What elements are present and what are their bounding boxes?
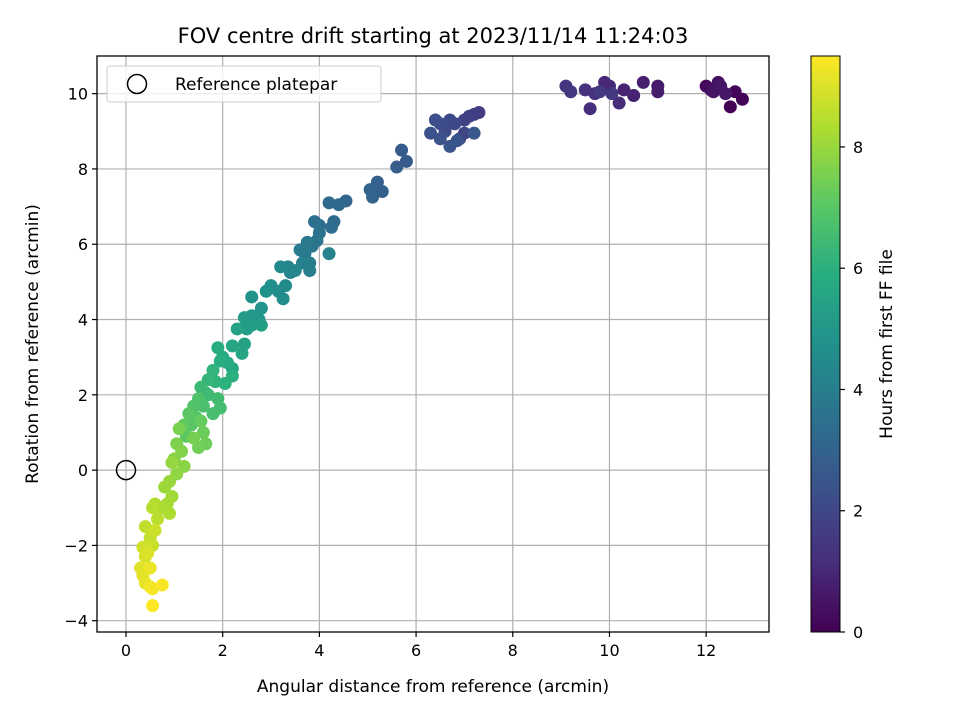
data-point bbox=[612, 96, 626, 110]
data-point bbox=[196, 425, 210, 439]
data-points bbox=[134, 75, 749, 613]
data-point bbox=[146, 599, 160, 613]
data-point bbox=[399, 154, 413, 168]
data-point bbox=[617, 83, 631, 97]
data-point bbox=[467, 126, 481, 140]
colorbar: 0 2 4 6 8 Hours from first FF file bbox=[810, 55, 897, 642]
y-tick-label: 6 bbox=[78, 235, 88, 254]
data-point bbox=[230, 322, 244, 336]
y-tick-label: 4 bbox=[78, 311, 88, 330]
data-point bbox=[718, 87, 732, 101]
data-point bbox=[583, 102, 597, 116]
colorbar-tick-label: 2 bbox=[853, 502, 863, 521]
data-point bbox=[143, 561, 157, 575]
data-point bbox=[225, 339, 239, 353]
data-point bbox=[155, 578, 169, 592]
data-point bbox=[322, 247, 336, 261]
data-point bbox=[322, 196, 336, 210]
data-point bbox=[723, 100, 737, 114]
colorbar-ticks: 0 2 4 6 8 bbox=[840, 138, 863, 642]
reference-layer bbox=[115, 459, 137, 481]
data-point bbox=[390, 160, 404, 174]
data-point bbox=[395, 143, 409, 157]
data-point bbox=[593, 85, 607, 99]
x-tick-label: 2 bbox=[218, 641, 228, 660]
data-point bbox=[259, 284, 273, 298]
plot-frame bbox=[96, 55, 770, 633]
x-axis-ticks: 0 2 4 6 8 10 12 bbox=[121, 632, 716, 660]
y-tick-label: 0 bbox=[78, 461, 88, 480]
data-point bbox=[332, 198, 346, 212]
data-point bbox=[211, 341, 225, 355]
data-point bbox=[148, 523, 162, 537]
reference-marker bbox=[115, 459, 137, 481]
colorbar-label: Hours from first FF file bbox=[877, 249, 897, 439]
data-point bbox=[375, 185, 389, 199]
data-point bbox=[245, 290, 259, 304]
data-point bbox=[187, 431, 201, 445]
data-point bbox=[308, 215, 322, 229]
data-point bbox=[433, 132, 447, 146]
data-point bbox=[213, 354, 227, 368]
data-point bbox=[146, 501, 160, 515]
data-point bbox=[182, 407, 196, 421]
x-tick-label: 10 bbox=[599, 641, 619, 660]
data-point bbox=[288, 264, 302, 278]
data-point bbox=[276, 292, 290, 306]
y-axis-label: Rotation from reference (arcmin) bbox=[23, 204, 43, 484]
data-point bbox=[293, 243, 307, 257]
data-point bbox=[636, 75, 650, 89]
data-point bbox=[728, 85, 742, 99]
data-point bbox=[424, 126, 438, 140]
data-point bbox=[428, 113, 442, 127]
data-point bbox=[450, 134, 464, 148]
legend-box bbox=[106, 65, 382, 103]
data-point bbox=[150, 512, 164, 526]
data-point bbox=[324, 220, 338, 234]
y-tick-label: −2 bbox=[64, 536, 88, 555]
legend-marker bbox=[126, 73, 148, 95]
data-point bbox=[194, 414, 208, 428]
grid bbox=[97, 56, 769, 632]
legend: Reference platepar bbox=[106, 65, 382, 103]
x-axis-label: Angular distance from reference (arcmin) bbox=[257, 677, 609, 697]
x-tick-label: 8 bbox=[508, 641, 518, 660]
legend-label: Reference platepar bbox=[175, 75, 337, 95]
x-tick-label: 6 bbox=[411, 641, 421, 660]
data-point bbox=[274, 260, 288, 274]
x-tick-label: 12 bbox=[696, 641, 716, 660]
y-tick-label: 10 bbox=[68, 85, 88, 104]
data-point bbox=[218, 377, 232, 391]
colorbar-gradient bbox=[810, 55, 841, 633]
colorbar-tick-label: 4 bbox=[853, 380, 863, 399]
data-point bbox=[165, 456, 179, 470]
colorbar-tick-label: 6 bbox=[853, 259, 863, 278]
data-point bbox=[627, 89, 641, 103]
x-tick-label: 4 bbox=[314, 641, 324, 660]
data-point bbox=[158, 480, 172, 494]
data-point bbox=[245, 318, 259, 332]
data-point bbox=[564, 85, 578, 99]
chart-title: FOV centre drift starting at 2023/11/14 … bbox=[178, 24, 689, 48]
data-point bbox=[141, 546, 155, 560]
data-point bbox=[172, 422, 186, 436]
colorbar-tick-label: 8 bbox=[853, 138, 863, 157]
data-point bbox=[254, 301, 268, 315]
y-axis-ticks: −4 −2 0 2 4 6 8 10 bbox=[64, 85, 97, 631]
y-tick-label: 8 bbox=[78, 160, 88, 179]
data-point bbox=[605, 87, 619, 101]
data-point bbox=[163, 506, 177, 520]
colorbar-tick-label: 0 bbox=[853, 623, 863, 642]
y-tick-label: 2 bbox=[78, 386, 88, 405]
data-point bbox=[578, 83, 592, 97]
data-point bbox=[254, 318, 268, 332]
data-point bbox=[235, 346, 249, 360]
data-point bbox=[366, 190, 380, 204]
data-point bbox=[651, 85, 665, 99]
x-tick-label: 0 bbox=[121, 641, 131, 660]
data-point bbox=[206, 407, 220, 421]
y-tick-label: −4 bbox=[64, 612, 88, 631]
